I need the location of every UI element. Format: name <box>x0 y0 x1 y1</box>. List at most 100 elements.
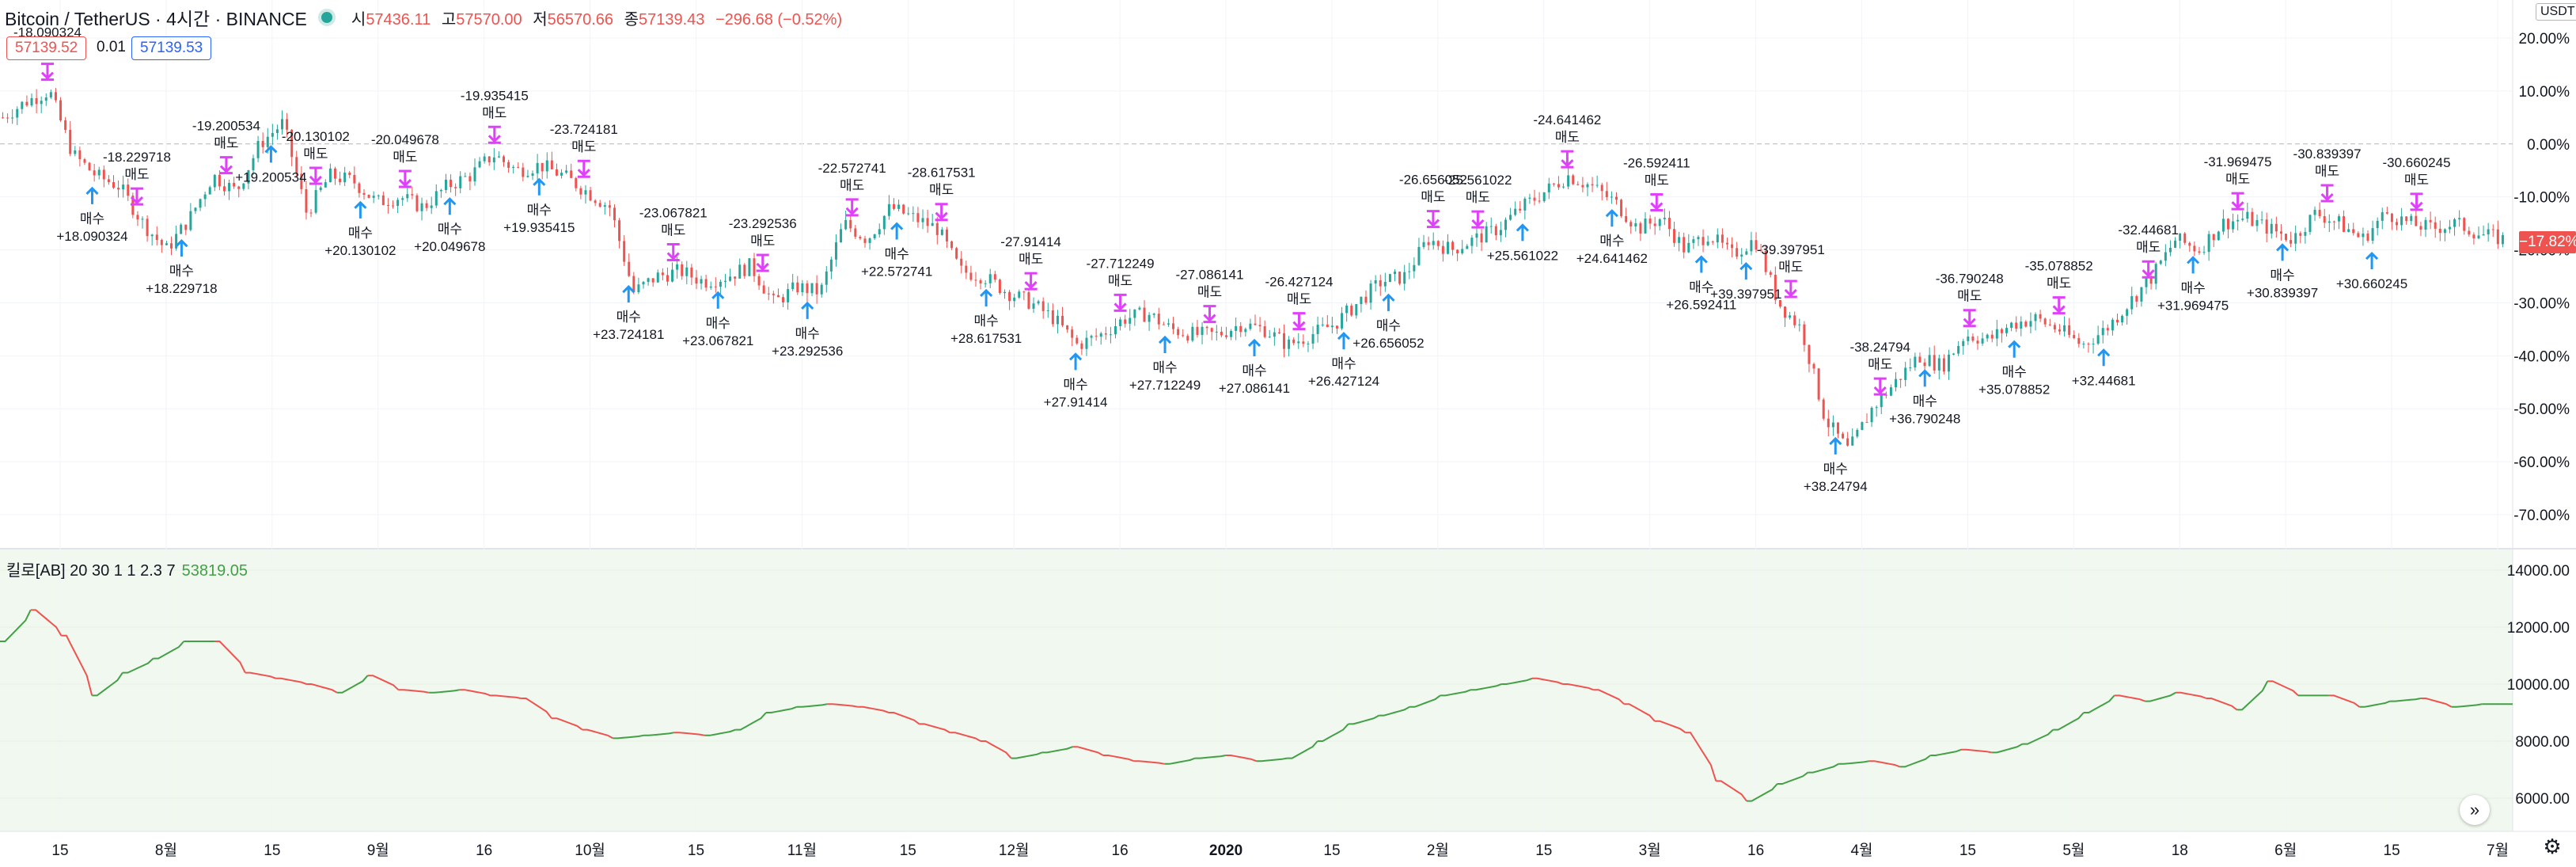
sell-signal-label: -27.086141 <box>1176 268 1244 283</box>
buy-signal-label: 매수 <box>1913 394 1937 409</box>
candle-body <box>1172 323 1175 329</box>
buy-signal-label: 매수 <box>1063 377 1087 392</box>
sell-signal-label: 매도 <box>1287 292 1311 307</box>
candle-body <box>381 195 385 205</box>
candle-body <box>295 157 298 174</box>
indicator-axis[interactable]: 14000.00 12000.00 10000.00 8000.00 6000.00 <box>2507 563 2570 808</box>
buy-arrow-icon <box>1158 335 1172 354</box>
gear-icon[interactable]: ⚙ <box>2543 835 2562 858</box>
candle-body <box>1865 422 1868 424</box>
candle-body <box>2005 328 2008 333</box>
candle-body <box>2463 218 2466 231</box>
candle-body <box>275 129 279 134</box>
candle-body <box>2058 329 2061 332</box>
candle-body <box>1547 183 1550 192</box>
candle-body <box>1032 303 1035 309</box>
candle-body <box>2343 216 2346 232</box>
candle-body <box>1113 325 1117 335</box>
candle-body <box>1644 219 1647 234</box>
sell-arrow-icon <box>1963 309 1976 328</box>
buy-signal-label: +30.839397 <box>2247 285 2318 300</box>
candle-body <box>35 97 38 105</box>
candle-body <box>1784 306 1787 318</box>
candle-body <box>2279 231 2282 234</box>
indicator-segment <box>1072 746 1104 756</box>
candle-body <box>2255 219 2259 226</box>
candle-body <box>11 117 14 119</box>
candle-body <box>1364 296 1368 303</box>
candle-body <box>1205 326 1208 329</box>
sell-button[interactable]: 57139.52 <box>6 36 87 60</box>
candle-body <box>1962 340 1965 347</box>
x-tick-label: 15 <box>264 842 280 859</box>
buy-signal-label: 매수 <box>2002 365 2027 380</box>
candle-body <box>194 207 197 211</box>
currency-button[interactable]: USDT <box>2536 3 2576 21</box>
candle-body <box>820 284 823 295</box>
candle-body <box>1210 328 1213 333</box>
candle-body <box>926 218 929 226</box>
sell-signal-label: 매도 <box>1778 260 1803 275</box>
candle-body <box>1249 323 1252 329</box>
sell-signal-label: -28.617531 <box>908 165 976 181</box>
buy-signal-label: 매수 <box>1376 318 1401 333</box>
scroll-right-icon[interactable]: » <box>2460 795 2490 825</box>
candle-body <box>2251 211 2254 226</box>
candle-body <box>2221 219 2225 232</box>
candle-body <box>256 141 260 158</box>
symbol-title[interactable]: Bitcoin / TetherUS · 4시간 · BINANCE <box>5 9 307 29</box>
candle-body <box>2448 226 2451 230</box>
ohlc-readout: 시57436.11 고57570.00 저56570.66 종57139.43 … <box>345 6 842 29</box>
candle-body <box>170 243 173 249</box>
buy-signal-label: +23.067821 <box>682 333 753 348</box>
indicator-segment <box>796 703 828 708</box>
indicator-segment <box>1133 760 1165 765</box>
x-tick-label: 16 <box>1112 842 1129 859</box>
candle-body <box>1990 334 1994 339</box>
sell-signal-label: -18.229718 <box>103 150 171 165</box>
indicator-legend[interactable]: 킬로[AB] 20 30 1 1 2.3 7 53819.05 <box>6 557 248 580</box>
candle-body <box>2135 296 2138 302</box>
sell-signal-label: 매도 <box>750 234 775 249</box>
indicator-segment <box>1747 783 1778 802</box>
candle-body <box>425 203 428 208</box>
candle-body <box>1480 233 1483 243</box>
candle-body <box>290 129 294 158</box>
buy-arrow-icon <box>1918 369 1932 387</box>
candle-body <box>834 242 837 260</box>
indicator-segment <box>1593 689 1625 705</box>
buy-button[interactable]: 57139.53 <box>131 36 212 60</box>
candle-body <box>1736 248 1739 257</box>
candle-body <box>1683 237 1686 253</box>
candle-body <box>1186 336 1189 341</box>
price-axis[interactable]: 20.00%10.00%0.00%-10.00%-20.00%-30.00%-4… <box>2513 31 2570 524</box>
sell-arrow-icon <box>1426 210 1440 229</box>
price-series <box>2 88 2504 447</box>
indicator-segment <box>2083 694 2115 713</box>
buy-signal-label: +39.397951 <box>1710 287 1781 302</box>
candle-body <box>1196 326 1199 336</box>
buy-arrow-icon <box>2365 251 2379 270</box>
candle-body <box>893 203 896 209</box>
candle-body <box>1239 325 1242 333</box>
indicator-segment <box>2022 728 2054 745</box>
sell-arrow-icon <box>1113 293 1127 312</box>
candle-body <box>117 188 120 190</box>
candle-body <box>1109 334 1112 336</box>
candle-body <box>2438 228 2441 234</box>
candle-body <box>2246 211 2249 219</box>
indicator-segment <box>92 672 123 697</box>
candle-body <box>825 271 828 285</box>
candle-body <box>656 272 659 283</box>
candle-body <box>685 267 689 276</box>
indicator-segment <box>1685 732 1717 781</box>
candle-body <box>2285 234 2288 241</box>
candle-body <box>184 224 188 230</box>
indicator-segment <box>521 698 552 719</box>
candle-body <box>1394 272 1397 275</box>
time-axis[interactable]: 15 8월 15 9월 16 10월 15 11월 15 12월 16 2020 15 2월 15 3월 16 4… <box>51 842 2509 859</box>
sell-signal-label: 매도 <box>482 105 506 120</box>
indicator-segment <box>2114 694 2145 702</box>
